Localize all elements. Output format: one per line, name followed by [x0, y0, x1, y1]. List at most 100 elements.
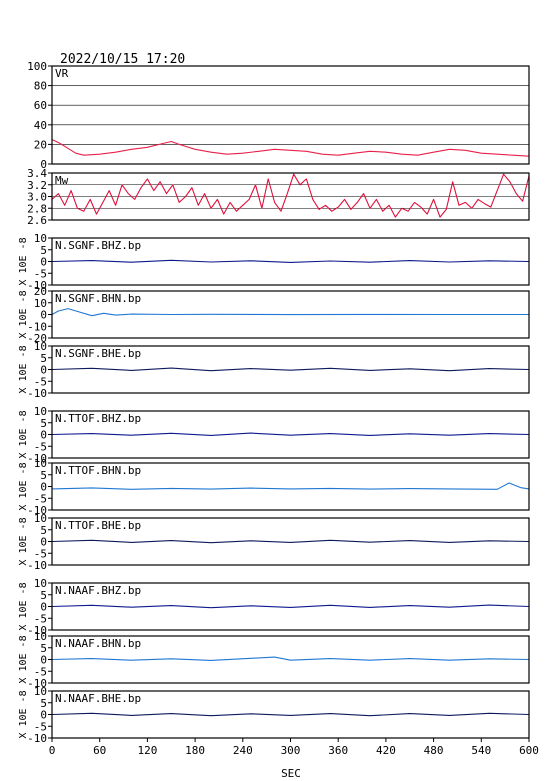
y-tick-label: -10 [27, 504, 47, 517]
y-axis-label: X 10E -8 [18, 517, 29, 565]
x-tick-label: 480 [424, 744, 444, 757]
y-tick-label: -5 [34, 375, 47, 388]
y-axis-label: X 10E -8 [18, 690, 29, 738]
y-tick-label: -5 [34, 492, 47, 505]
x-tick-label: 300 [281, 744, 301, 757]
y-tick-label: -10 [27, 279, 47, 292]
panel-vr: 100 80 60 40 20 0 VR [27, 60, 530, 171]
y-tick-label: -5 [34, 720, 47, 733]
panel-frame [51, 462, 530, 511]
y-tick-label: 3.4 [27, 167, 47, 180]
y-tick-label: 2.8 [27, 202, 47, 215]
y-tick-label: 10 [34, 685, 47, 698]
y-tick-label: 5 [40, 589, 47, 602]
panel-frame [51, 290, 530, 339]
y-tick-label: 20 [34, 285, 47, 298]
panel-label: N.NAAF.BHN.bp [55, 637, 141, 650]
y-tick-label: 10 [34, 457, 47, 470]
y-tick-label: 100 [27, 60, 47, 73]
y-axis-label: X 10E -8 [18, 410, 29, 458]
y-tick-label: -10 [27, 624, 47, 637]
y-axis-label: X 10E -8 [18, 582, 29, 630]
y-tick-label: 0 [40, 709, 47, 722]
x-axis-label: SEC [281, 767, 301, 780]
y-tick-label: 80 [34, 80, 47, 93]
panel-frame [51, 582, 530, 631]
y-tick-label: 60 [34, 99, 47, 112]
y-tick-label: 5 [40, 697, 47, 710]
series-line-n-naaf-bhz-bp [51, 604, 530, 609]
panel-frame [51, 237, 530, 286]
y-tick-label: 10 [34, 577, 47, 590]
y-tick-label: 0 [40, 309, 47, 322]
y-tick-label: 5 [40, 417, 47, 430]
y-axis-label: X 10E -8 [18, 635, 29, 683]
series-line-n-naaf-bhe-bp [51, 712, 530, 717]
series-line-n-ttof-bhn-bp [51, 482, 530, 490]
y-tick-label: 20 [34, 138, 47, 151]
y-tick-label: 40 [34, 119, 47, 132]
y-axis-label: X 10E -8 [18, 290, 29, 338]
panel-label: N.NAAF.BHZ.bp [55, 584, 141, 597]
y-tick-label: 2.6 [27, 214, 47, 227]
panel-frame [51, 410, 530, 459]
panel-label: Mw [55, 174, 69, 187]
y-tick-label: -5 [34, 547, 47, 560]
y-tick-label: 0 [40, 256, 47, 269]
y-tick-label: 0 [40, 536, 47, 549]
y-tick-label: -20 [27, 332, 47, 345]
panel-label: N.TTOF.BHE.bp [55, 519, 141, 532]
panel-frame [51, 345, 530, 394]
series-line-mw [51, 173, 530, 218]
panels-group: 100806040200VR3.43.23.02.82.6Mw1050-5-10… [18, 60, 530, 745]
series-line-n-sgnf-bhe-bp [51, 367, 530, 372]
y-tick-label: 10 [34, 512, 47, 525]
series-line-n-ttof-bhe-bp [51, 539, 530, 544]
y-axis-label: X 10E -8 [18, 462, 29, 510]
y-tick-label: -10 [27, 559, 47, 572]
y-tick-label: -5 [34, 267, 47, 280]
y-tick-label: -10 [27, 452, 47, 465]
panel-label: N.SGNF.BHE.bp [55, 347, 141, 360]
y-tick-label: 0 [40, 654, 47, 667]
series-line-n-sgnf-bhz-bp [51, 259, 530, 263]
y-tick-label: 0 [40, 429, 47, 442]
y-tick-label: 0 [40, 158, 47, 171]
y-tick-label: -5 [34, 440, 47, 453]
panel-label: N.SGNF.BHN.bp [55, 292, 141, 305]
y-tick-label: 5 [40, 244, 47, 257]
series-line-n-sgnf-bhn-bp [51, 308, 529, 317]
y-tick-label: -10 [27, 677, 47, 690]
y-tick-label: 5 [40, 642, 47, 655]
y-tick-label: 10 [34, 340, 47, 353]
x-tick-label: 420 [376, 744, 396, 757]
y-tick-label: -10 [27, 387, 47, 400]
y-tick-label: 0 [40, 364, 47, 377]
x-tick-label: 360 [328, 744, 348, 757]
x-tick-label: 60 [93, 744, 106, 757]
series-line-vr [51, 139, 530, 157]
y-tick-label: 3.2 [27, 179, 47, 192]
y-tick-label: 5 [40, 524, 47, 537]
x-tick-label: 540 [471, 744, 491, 757]
y-tick-label: -5 [34, 665, 47, 678]
x-tick-label: 180 [185, 744, 205, 757]
y-tick-label: 0 [40, 601, 47, 614]
series-line-n-naaf-bhn-bp [51, 656, 530, 661]
panel-frame [51, 65, 530, 165]
y-tick-label: -10 [27, 320, 47, 333]
y-tick-label: 0 [40, 481, 47, 494]
y-tick-label: 10 [34, 405, 47, 418]
panel-label: N.TTOF.BHN.bp [55, 464, 141, 477]
y-tick-label: -10 [27, 732, 47, 745]
panel-frame [51, 635, 530, 684]
y-tick-label: 10 [34, 297, 47, 310]
